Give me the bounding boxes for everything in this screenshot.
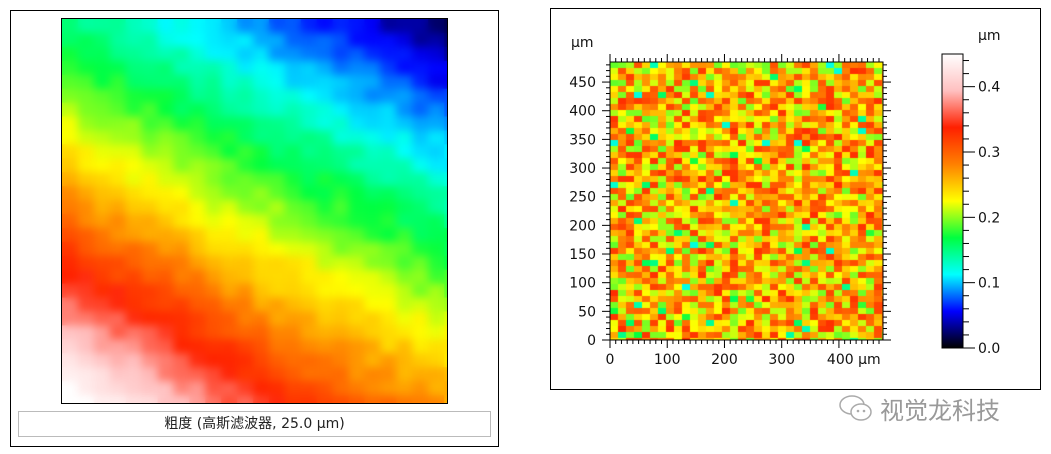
y-tick-label: 0 (587, 333, 596, 349)
x-tick-label: 100 (654, 352, 681, 368)
height-map-panel: µm 0 100 200 300 400 µm 0 50 100 150 200 250 300 350… (550, 8, 1041, 390)
plot-frame (609, 61, 884, 341)
colorbar-tick-label: 0.3 (978, 145, 1000, 161)
colorbar-unit: µm (978, 28, 1001, 44)
y-tick-label: 250 (569, 190, 596, 206)
y-tick-label: 450 (569, 75, 596, 91)
x-tick-label: 300 (768, 352, 795, 368)
colorbar-tick-label: 0.2 (978, 210, 1000, 226)
y-tick-label: 100 (569, 276, 596, 292)
axes: 0 100 200 300 400 µm 0 50 100 150 200 250 300 350 400… (569, 54, 891, 368)
y-tick-label: 400 (569, 104, 596, 120)
x-tick-label: 0 (606, 352, 615, 368)
watermark-text: 视觉龙科技 (880, 396, 1000, 425)
y-tick-label: 150 (569, 247, 596, 263)
y-tick-label: 300 (569, 161, 596, 177)
colorbar-tick-label: 0.4 (978, 80, 1000, 96)
y-axis-unit: µm (571, 35, 594, 51)
x-tick-label: 400 µm (827, 352, 881, 368)
colorbar (941, 53, 964, 349)
roughness-map-panel: 粗度 (高斯滤波器, 25.0 µm) (10, 10, 499, 447)
colorbar-tick-label: 0.1 (978, 276, 1000, 292)
colorbar-ticks: 0.0 0.1 0.2 0.3 0.4 (963, 60, 1000, 357)
y-tick-label: 200 (569, 218, 596, 234)
y-tick-label: 50 (578, 304, 596, 320)
x-tick-label: 200 (711, 352, 738, 368)
y-tick-label: 350 (569, 132, 596, 148)
roughness-caption: 粗度 (高斯滤波器, 25.0 µm) (18, 411, 491, 437)
colorbar-tick-label: 0.0 (978, 341, 1000, 357)
roughness-heatmap-image (61, 18, 448, 404)
wechat-icon (839, 395, 872, 421)
watermark: 视觉龙科技 (838, 390, 1000, 426)
height-heatmap-plot (610, 62, 883, 340)
height-map-chart: µm 0 100 200 300 400 µm 0 50 100 150 200 250 300 350… (569, 28, 1001, 368)
